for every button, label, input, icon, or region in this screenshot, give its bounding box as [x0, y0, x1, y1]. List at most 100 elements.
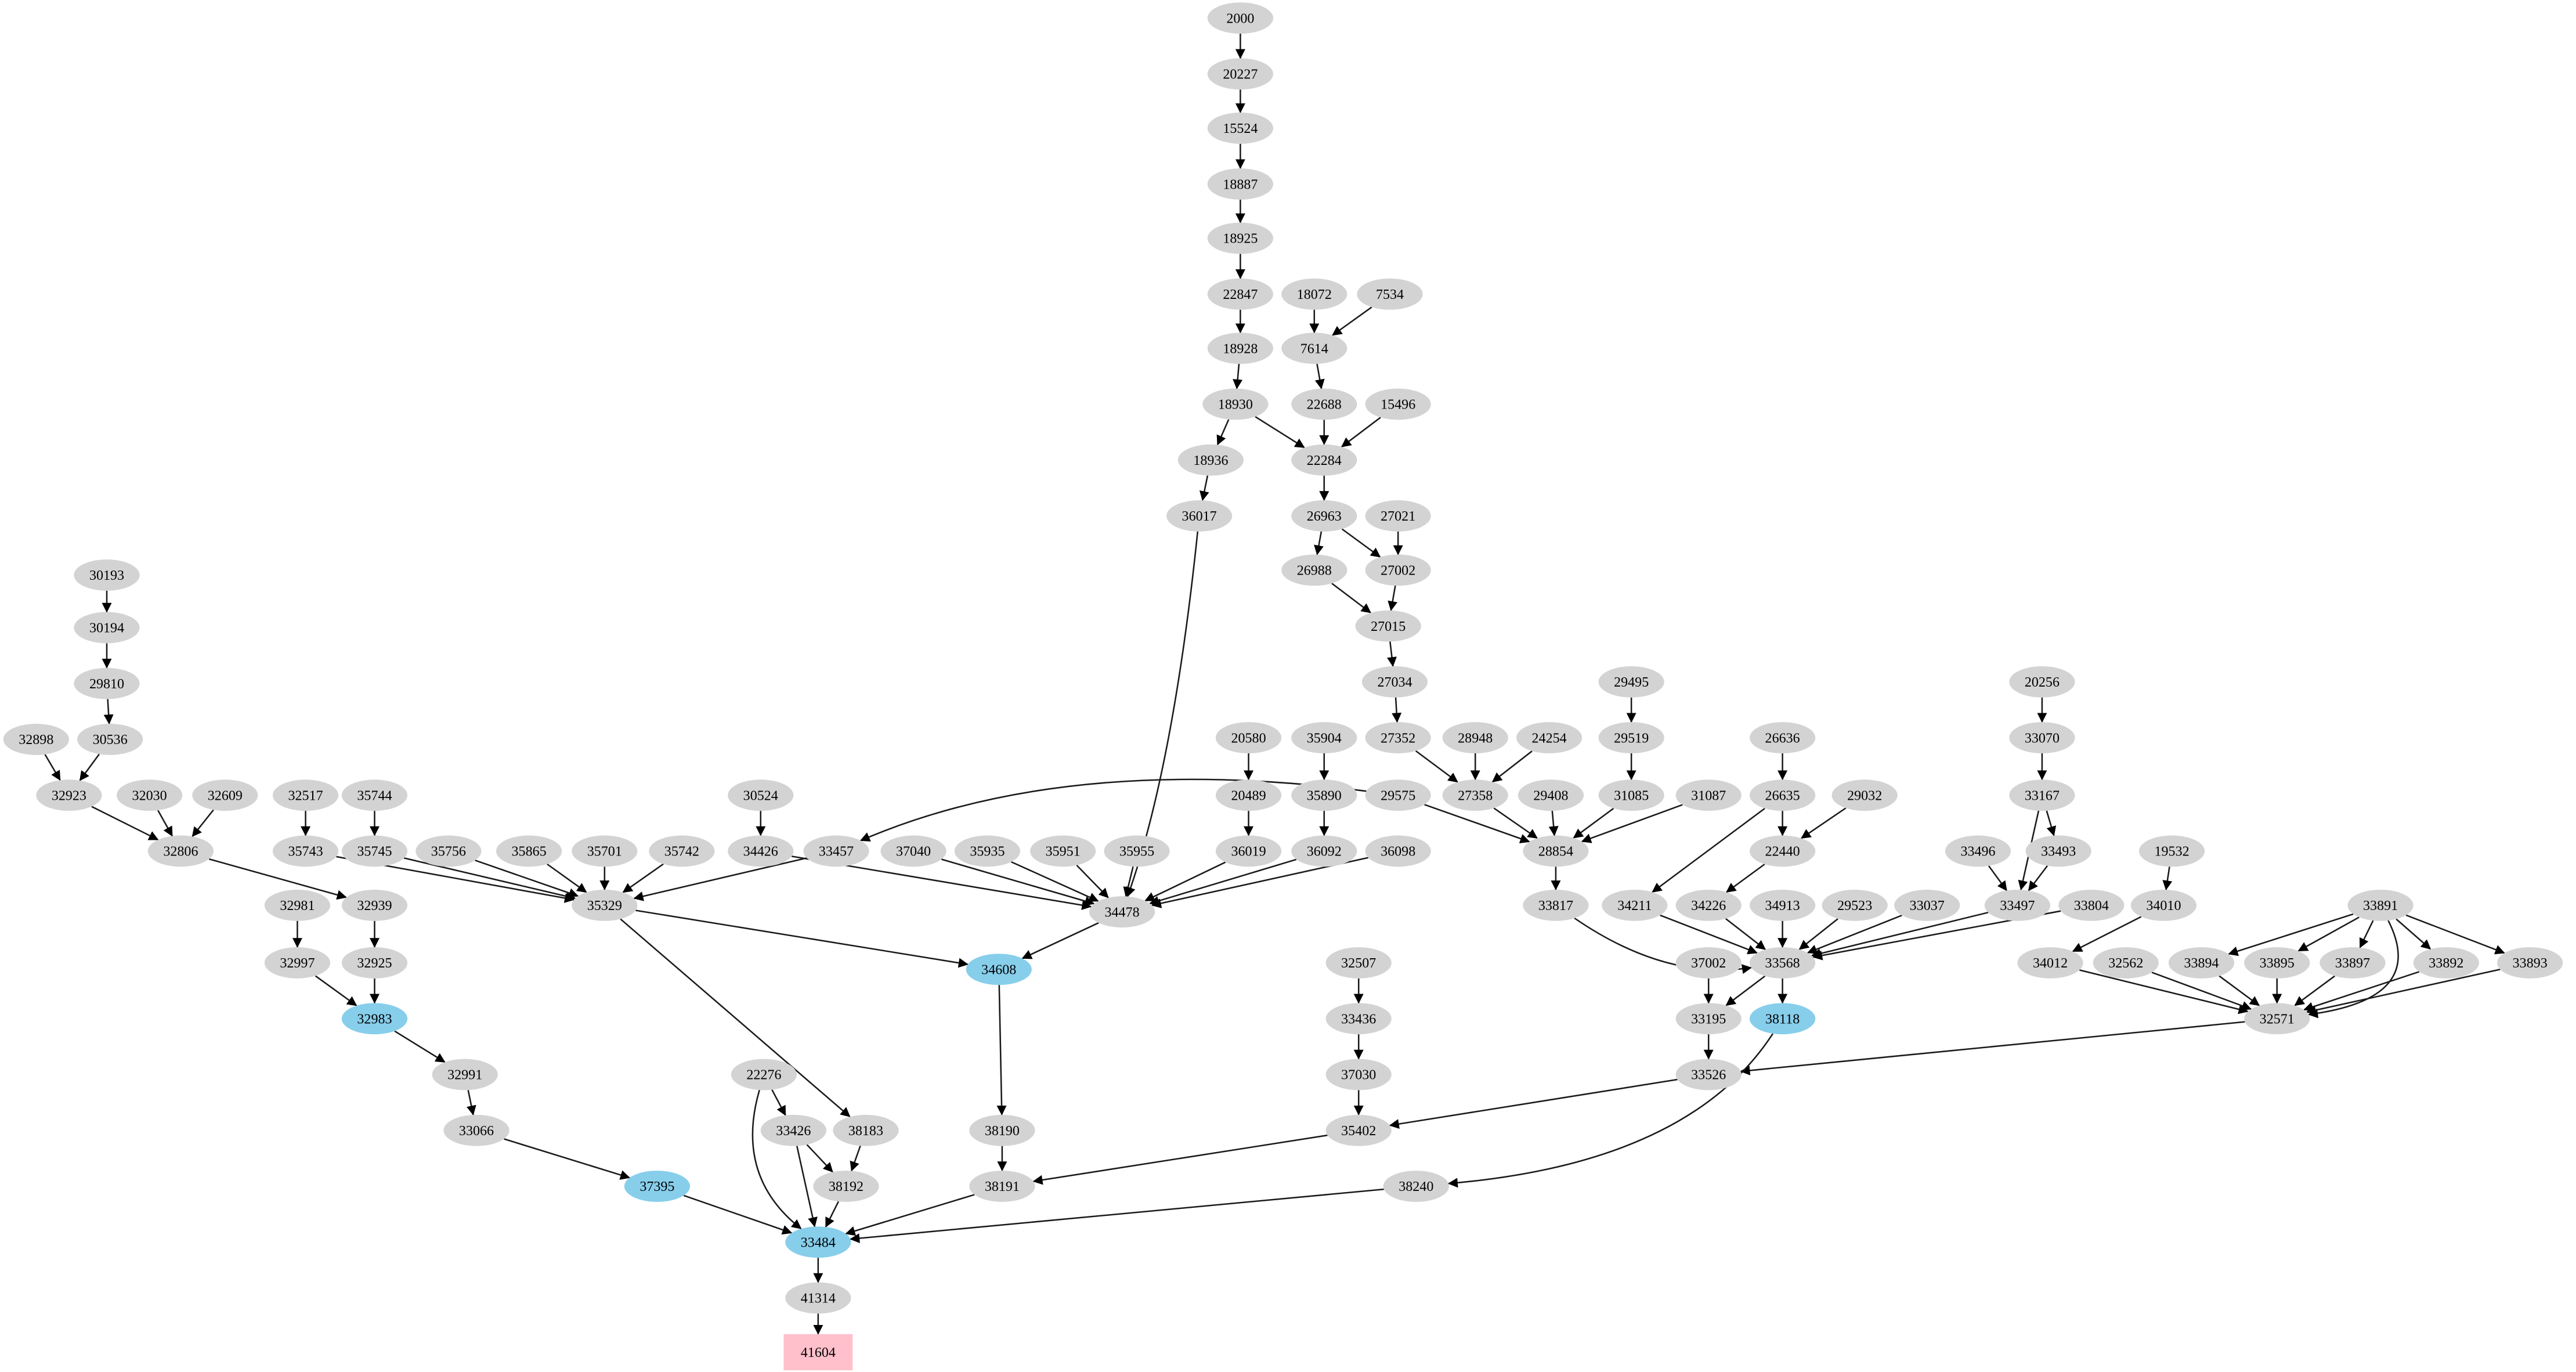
graph-node-35742[interactable]: 35742 — [649, 835, 715, 867]
node-shape[interactable] — [1325, 947, 1392, 979]
graph-node-31087[interactable]: 31087 — [1675, 779, 1742, 811]
node-shape[interactable] — [969, 1171, 1035, 1202]
graph-node-32609[interactable]: 32609 — [192, 779, 258, 811]
node-shape[interactable] — [1207, 278, 1274, 310]
node-shape[interactable] — [728, 779, 794, 811]
node-shape[interactable] — [1598, 722, 1664, 754]
node-shape[interactable] — [1831, 779, 1898, 811]
graph-node-29810[interactable]: 29810 — [74, 667, 140, 699]
graph-node-33037[interactable]: 33037 — [1894, 889, 1960, 921]
node-shape[interactable] — [1602, 889, 1668, 921]
graph-node-35935[interactable]: 35935 — [954, 835, 1021, 867]
node-shape[interactable] — [1365, 554, 1431, 586]
graph-node-18930[interactable]: 18930 — [1202, 388, 1269, 420]
graph-node-33893[interactable]: 33893 — [2497, 947, 2563, 979]
node-shape[interactable] — [1291, 722, 1357, 754]
graph-node-37002[interactable]: 37002 — [1675, 947, 1742, 979]
graph-node-18072[interactable]: 18072 — [1281, 278, 1347, 310]
graph-node-33891[interactable]: 33891 — [2347, 889, 2414, 921]
terminal-node-shape[interactable] — [783, 1334, 853, 1371]
graph-node-32507[interactable]: 32507 — [1325, 947, 1392, 979]
graph-node-35890[interactable]: 35890 — [1291, 779, 1357, 811]
graph-node-34478[interactable]: 34478 — [1089, 896, 1155, 928]
node-shape[interactable] — [1822, 889, 1888, 921]
node-shape[interactable] — [432, 1059, 498, 1091]
graph-node-32923[interactable]: 32923 — [36, 779, 102, 811]
graph-node-32939[interactable]: 32939 — [341, 889, 408, 921]
node-shape[interactable] — [1750, 1003, 1816, 1035]
graph-node-29495[interactable]: 29495 — [1598, 666, 1664, 698]
graph-node-33195[interactable]: 33195 — [1675, 1003, 1742, 1035]
graph-node-26635[interactable]: 26635 — [1750, 779, 1816, 811]
node-shape[interactable] — [1442, 779, 1508, 811]
graph-node-32517[interactable]: 32517 — [272, 779, 339, 811]
node-shape[interactable] — [2093, 947, 2159, 979]
graph-node-35955[interactable]: 35955 — [1104, 835, 1170, 867]
graph-node-32898[interactable]: 32898 — [3, 724, 69, 755]
graph-node-36092[interactable]: 36092 — [1291, 835, 1357, 867]
node-shape[interactable] — [572, 889, 638, 921]
graph-node-30536[interactable]: 30536 — [77, 724, 143, 755]
node-shape[interactable] — [2130, 889, 2197, 921]
node-shape[interactable] — [3, 724, 69, 755]
node-shape[interactable] — [74, 612, 140, 644]
graph-node-38190[interactable]: 38190 — [969, 1114, 1035, 1146]
node-shape[interactable] — [147, 835, 214, 867]
graph-node-35402[interactable]: 35402 — [1325, 1114, 1392, 1146]
graph-node-33897[interactable]: 33897 — [2320, 947, 2386, 979]
node-shape[interactable] — [341, 835, 408, 867]
graph-node-41604[interactable]: 41604 — [783, 1334, 853, 1371]
graph-node-37395[interactable]: 37395 — [624, 1171, 691, 1202]
node-shape[interactable] — [1361, 666, 1428, 698]
node-shape[interactable] — [1750, 947, 1816, 979]
node-shape[interactable] — [1166, 500, 1233, 532]
graph-node-32925[interactable]: 32925 — [341, 947, 408, 979]
graph-node-29523[interactable]: 29523 — [1822, 889, 1888, 921]
graph-node-28854[interactable]: 28854 — [1523, 835, 1589, 867]
node-shape[interactable] — [77, 724, 143, 755]
graph-node-33895[interactable]: 33895 — [2244, 947, 2310, 979]
node-shape[interactable] — [1945, 835, 2011, 867]
graph-node-33497[interactable]: 33497 — [1984, 889, 2051, 921]
node-shape[interactable] — [117, 779, 183, 811]
graph-node-32562[interactable]: 32562 — [2093, 947, 2159, 979]
graph-node-32030[interactable]: 32030 — [117, 779, 183, 811]
graph-node-33568[interactable]: 33568 — [1750, 947, 1816, 979]
node-shape[interactable] — [2168, 947, 2235, 979]
graph-node-33070[interactable]: 33070 — [2009, 722, 2075, 754]
node-shape[interactable] — [2244, 1003, 2310, 1035]
node-shape[interactable] — [1357, 278, 1423, 310]
graph-node-38191[interactable]: 38191 — [969, 1171, 1035, 1202]
node-shape[interactable] — [341, 947, 408, 979]
node-shape[interactable] — [74, 559, 140, 591]
graph-node-33804[interactable]: 33804 — [2058, 889, 2125, 921]
graph-node-22276[interactable]: 22276 — [731, 1059, 797, 1091]
graph-node-29032[interactable]: 29032 — [1831, 779, 1898, 811]
node-shape[interactable] — [1750, 889, 1816, 921]
node-shape[interactable] — [1365, 500, 1431, 532]
graph-node-33892[interactable]: 33892 — [2413, 947, 2479, 979]
graph-node-38192[interactable]: 38192 — [813, 1171, 879, 1202]
graph-node-20580[interactable]: 20580 — [1215, 722, 1282, 754]
node-shape[interactable] — [1383, 1171, 1449, 1202]
graph-node-37030[interactable]: 37030 — [1325, 1059, 1392, 1091]
graph-node-18928[interactable]: 18928 — [1207, 333, 1274, 364]
node-shape[interactable] — [1365, 835, 1431, 867]
graph-node-33484[interactable]: 33484 — [785, 1226, 851, 1258]
node-shape[interactable] — [341, 779, 408, 811]
node-shape[interactable] — [1675, 889, 1742, 921]
graph-node-41314[interactable]: 41314 — [785, 1282, 851, 1314]
node-shape[interactable] — [1598, 779, 1664, 811]
node-shape[interactable] — [272, 835, 339, 867]
graph-node-26988[interactable]: 26988 — [1281, 554, 1347, 586]
node-shape[interactable] — [1215, 835, 1282, 867]
node-shape[interactable] — [966, 954, 1032, 985]
graph-node-33457[interactable]: 33457 — [803, 835, 869, 867]
node-shape[interactable] — [1215, 722, 1282, 754]
node-shape[interactable] — [1207, 58, 1274, 90]
graph-node-30193[interactable]: 30193 — [74, 559, 140, 591]
node-shape[interactable] — [2009, 666, 2075, 698]
graph-node-38183[interactable]: 38183 — [833, 1114, 899, 1146]
node-shape[interactable] — [1030, 835, 1096, 867]
graph-node-33436[interactable]: 33436 — [1325, 1003, 1392, 1035]
